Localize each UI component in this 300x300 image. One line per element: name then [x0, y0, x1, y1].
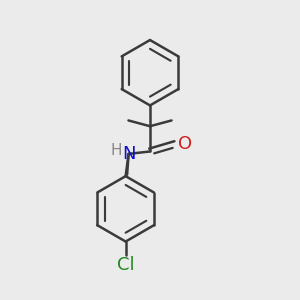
Text: O: O — [178, 135, 192, 153]
Text: Cl: Cl — [117, 256, 134, 274]
Text: H: H — [111, 143, 122, 158]
Text: N: N — [122, 146, 135, 164]
